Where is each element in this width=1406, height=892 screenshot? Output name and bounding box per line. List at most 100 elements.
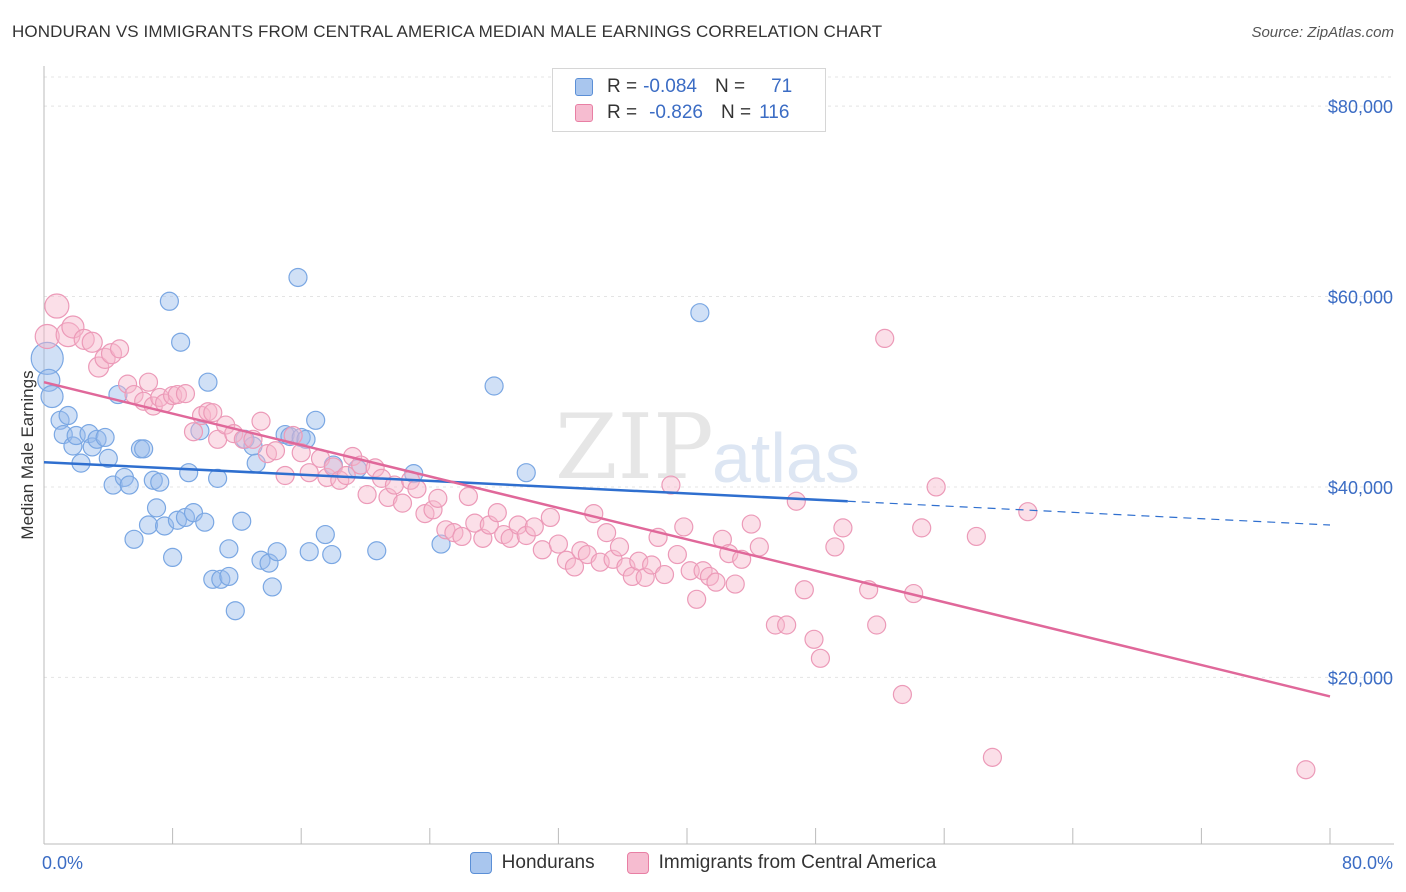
point-hondurans <box>87 429 107 449</box>
point-immigrants <box>407 479 427 499</box>
point-immigrants <box>392 493 413 513</box>
point-immigrants <box>61 315 85 339</box>
legend-r-value: -0.084 <box>643 76 697 97</box>
legend-item-immigrants[interactable]: Immigrants from Central America <box>626 852 936 874</box>
point-immigrants <box>706 572 726 592</box>
point-hondurans <box>299 542 319 562</box>
legend-row-hondurans: R = -0.084 N = 71 <box>575 75 792 99</box>
data-points <box>30 267 1316 780</box>
point-immigrants <box>749 537 769 557</box>
point-immigrants <box>674 517 694 537</box>
legend-swatch-hondurans <box>575 78 593 96</box>
legend-r-label: R = <box>607 76 638 97</box>
chart-title: HONDURAN VS IMMIGRANTS FROM CENTRAL AMER… <box>12 22 883 41</box>
point-hondurans <box>150 472 170 492</box>
point-hondurans <box>315 524 335 545</box>
point-hondurans <box>259 553 279 573</box>
y-tick-label: $80,000 <box>1328 97 1393 117</box>
point-immigrants <box>458 486 478 507</box>
point-hondurans <box>95 427 115 448</box>
point-hondurans <box>367 541 387 561</box>
legend-label-hondurans: Hondurans <box>501 852 595 873</box>
point-immigrants <box>556 550 577 570</box>
point-hondurans <box>232 511 252 531</box>
point-immigrants <box>892 684 913 705</box>
point-hondurans <box>163 547 183 568</box>
legend-r-label: R = <box>607 102 638 123</box>
point-hondurans <box>306 410 326 430</box>
point-hondurans <box>267 542 287 562</box>
point-immigrants <box>597 523 617 543</box>
point-immigrants <box>1296 760 1316 780</box>
point-immigrants <box>867 615 887 635</box>
point-immigrants <box>667 544 687 565</box>
point-hondurans <box>134 439 154 459</box>
point-immigrants <box>452 526 472 547</box>
point-immigrants <box>34 323 60 350</box>
point-hondurans <box>159 291 179 311</box>
point-hondurans <box>30 341 64 376</box>
point-immigrants <box>642 555 662 575</box>
legend-n-value: 116 <box>759 102 790 123</box>
x-tick-label-max: 80.0% <box>1342 853 1393 873</box>
legend-r-value: -0.826 <box>649 102 703 123</box>
legend-swatch-immigrants <box>626 852 649 874</box>
axes <box>43 66 1394 845</box>
point-hondurans <box>179 463 199 483</box>
point-immigrants <box>741 514 761 534</box>
trend-line-hondurans <box>43 460 848 503</box>
y-tick-label: $20,000 <box>1328 668 1393 688</box>
point-immigrants <box>833 518 853 538</box>
point-hondurans <box>484 376 504 396</box>
point-hondurans <box>146 498 167 518</box>
point-immigrants <box>532 540 552 560</box>
point-immigrants <box>629 551 649 571</box>
point-hondurans <box>690 303 710 323</box>
point-hondurans <box>288 267 308 288</box>
point-immigrants <box>584 504 604 524</box>
point-immigrants <box>508 515 528 535</box>
point-immigrants <box>687 589 707 609</box>
point-immigrants <box>524 517 544 537</box>
watermark-atlas: atlas <box>712 419 860 497</box>
point-hondurans <box>431 534 451 554</box>
watermark: ZIP atlas <box>555 395 860 500</box>
point-hondurans <box>322 544 342 565</box>
point-hondurans <box>103 475 123 495</box>
point-immigrants <box>966 526 986 547</box>
y-tick-label: $40,000 <box>1328 478 1393 498</box>
point-hondurans <box>516 463 536 483</box>
point-hondurans <box>198 372 218 392</box>
point-hondurans <box>98 448 118 468</box>
point-immigrants <box>548 534 569 554</box>
legend-swatch-immigrants <box>575 104 593 122</box>
point-immigrants <box>378 487 398 508</box>
point-immigrants <box>912 518 932 538</box>
point-immigrants <box>299 463 319 483</box>
point-immigrants <box>765 615 786 635</box>
point-immigrants <box>777 615 797 635</box>
point-immigrants <box>88 356 110 378</box>
legend-swatch-hondurans <box>469 852 492 874</box>
trend-lines <box>43 380 1331 698</box>
watermark-zip: ZIP <box>555 395 714 500</box>
x-tick-label-min: 0.0% <box>42 853 83 873</box>
point-immigrants <box>138 372 159 392</box>
x-tick-labels: 0.0% 80.0% <box>42 853 1393 873</box>
point-hondurans <box>219 539 239 559</box>
point-immigrants <box>786 491 806 511</box>
trend-extension-hondurans <box>847 500 1331 526</box>
point-immigrants <box>291 443 311 463</box>
trend-line-immigrants <box>43 380 1331 698</box>
point-immigrants <box>804 629 824 649</box>
point-immigrants <box>167 384 188 405</box>
point-immigrants <box>275 465 295 486</box>
y-tick-labels: $20,000 $40,000 $60,000 $80,000 <box>1328 97 1393 688</box>
legend-n-label: N = <box>714 76 746 97</box>
point-hondurans <box>138 515 159 535</box>
correlation-legend: R = -0.084 N = 71 R = -0.826 N = 116 <box>552 68 826 132</box>
point-hondurans <box>124 529 144 549</box>
y-axis-label: Median Male Earnings <box>18 370 37 539</box>
point-immigrants <box>810 648 831 668</box>
legend-item-hondurans[interactable]: Hondurans <box>469 852 595 874</box>
